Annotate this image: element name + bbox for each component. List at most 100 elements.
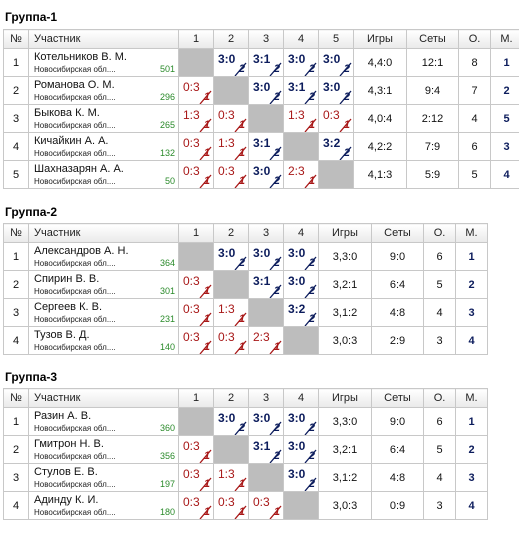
player-name-link[interactable]: Шахназарян А. А. [34, 163, 124, 175]
match-points: 2 [308, 313, 315, 325]
player-name-link[interactable]: Разин А. В. [34, 410, 92, 422]
match-score-cell[interactable]: 0:3 1 [178, 132, 214, 161]
match-score: 0:3 [253, 495, 270, 509]
match-points: 1 [343, 119, 350, 131]
player-name-link[interactable]: Стулов Е. В. [34, 466, 98, 478]
header-opponent: 1 [178, 388, 214, 408]
match-points: 1 [203, 313, 210, 325]
match-points: 1 [238, 119, 245, 131]
slash-separator [199, 505, 212, 519]
match-points: 2 [273, 450, 280, 462]
match-score-cell[interactable]: 3:1 2 [248, 270, 284, 299]
match-score-cell[interactable]: 3:0 2 [283, 270, 319, 299]
match-score-cell[interactable]: 3:0 2 [318, 48, 354, 77]
match-score: 1:3 [218, 136, 235, 150]
match-score-cell[interactable]: 3:0 2 [248, 76, 284, 105]
match-score-cell[interactable]: 0:3 1 [178, 326, 214, 355]
match-score-cell[interactable]: 0:3 1 [248, 491, 284, 520]
player-name-link[interactable]: Тузов В. Д. [34, 329, 90, 341]
player-name-link[interactable]: Котельников В. М. [34, 51, 127, 63]
match-score: 3:1 [288, 80, 306, 94]
match-score-cell[interactable]: 3:0 2 [283, 48, 319, 77]
player-rating: 180 [159, 507, 175, 517]
match-score-cell[interactable]: 3:0 2 [248, 242, 284, 271]
match-score-cell[interactable]: 3:0 2 [248, 160, 284, 189]
player-name-link[interactable]: Адинду К. И. [34, 494, 99, 506]
player-number: 2 [3, 435, 29, 464]
match-score-cell[interactable]: 3:0 2 [283, 242, 319, 271]
header-opponent: 3 [248, 388, 284, 408]
match-score-cell[interactable]: 0:3 1 [318, 104, 354, 133]
header-points: О. [458, 29, 491, 49]
match-score-cell[interactable]: 3:0 2 [283, 407, 319, 436]
match-score-cell[interactable]: 3:0 2 [213, 407, 249, 436]
match-score: 0:3 [183, 80, 200, 94]
player-name-link[interactable]: Гмитрон Н. В. [34, 438, 104, 450]
match-score-cell[interactable]: 2:3 1 [283, 160, 319, 189]
match-score-cell[interactable]: 1:3 1 [283, 104, 319, 133]
match-score-cell[interactable]: 3:0 2 [213, 242, 249, 271]
player-name-link[interactable]: Кичайкин А. А. [34, 135, 109, 147]
slash-separator [339, 62, 352, 76]
games-value: 3,2:1 [318, 270, 372, 299]
slash-separator [304, 421, 317, 435]
player-name-link[interactable]: Александров А. Н. [34, 245, 129, 257]
match-score-cell[interactable]: 0:3 1 [213, 104, 249, 133]
match-score-cell[interactable]: 2:3 1 [248, 326, 284, 355]
match-score-cell[interactable]: 3:1 2 [248, 132, 284, 161]
match-score-cell[interactable]: 0:3 1 [178, 463, 214, 492]
match-points: 1 [203, 91, 210, 103]
match-score-cell[interactable]: 3:1 2 [248, 435, 284, 464]
match-points: 1 [238, 147, 245, 159]
match-score-cell[interactable]: 3:2 2 [318, 132, 354, 161]
place-value: 1 [455, 242, 488, 271]
player-rating: 356 [159, 451, 175, 461]
match-score-cell[interactable]: 0:3 1 [213, 326, 249, 355]
match-score-cell[interactable]: 1:3 1 [178, 104, 214, 133]
match-score-cell[interactable]: 0:3 1 [213, 160, 249, 189]
match-score-cell[interactable]: 0:3 1 [213, 491, 249, 520]
match-points: 2 [238, 63, 245, 75]
player-cell: Быкова К. М. Новосибирская обл.... 265 [28, 104, 179, 133]
match-score: 0:3 [183, 330, 200, 344]
match-score-cell[interactable]: 3:0 2 [213, 48, 249, 77]
match-score: 0:3 [183, 136, 200, 150]
games-value: 3,1:2 [318, 298, 372, 327]
match-score-cell[interactable]: 3:1 2 [248, 48, 284, 77]
slash-separator [199, 118, 212, 132]
player-name-link[interactable]: Быкова К. М. [34, 107, 100, 119]
match-score-cell[interactable]: 1:3 1 [213, 132, 249, 161]
sets-value: 4:8 [371, 463, 424, 492]
match-score: 3:0 [288, 246, 306, 260]
self-cell [318, 160, 354, 189]
match-score-cell[interactable]: 3:0 2 [283, 463, 319, 492]
match-score-cell[interactable]: 0:3 1 [178, 435, 214, 464]
match-score-cell[interactable]: 1:3 1 [213, 463, 249, 492]
player-row: 1 Котельников В. М. Новосибирская обл.... 5… [3, 48, 519, 77]
match-score: 0:3 [218, 164, 235, 178]
place-value: 2 [455, 270, 488, 299]
match-score-cell[interactable]: 3:1 2 [283, 76, 319, 105]
match-score-cell[interactable]: 0:3 1 [178, 76, 214, 105]
match-score-cell[interactable]: 3:0 2 [248, 407, 284, 436]
player-name-link[interactable]: Романова О. М. [34, 79, 115, 91]
match-score-cell[interactable]: 3:0 2 [318, 76, 354, 105]
match-score-cell[interactable]: 0:3 1 [178, 298, 214, 327]
player-name-link[interactable]: Спирин В. В. [34, 273, 100, 285]
match-score-cell[interactable]: 0:3 1 [178, 160, 214, 189]
place-value: 5 [490, 104, 519, 133]
place-value: 3 [455, 298, 488, 327]
place-value: 1 [455, 407, 488, 436]
match-score-cell[interactable]: 0:3 1 [178, 270, 214, 299]
match-points: 2 [273, 63, 280, 75]
match-score-cell[interactable]: 1:3 1 [213, 298, 249, 327]
player-row: 2 Гмитрон Н. В. Новосибирская обл.... 356 0:… [3, 435, 488, 464]
match-score-cell[interactable]: 3:2 2 [283, 298, 319, 327]
header-place: М. [490, 29, 519, 49]
slash-separator [234, 146, 247, 160]
match-score-cell[interactable]: 0:3 1 [178, 491, 214, 520]
match-score-cell[interactable]: 3:0 2 [283, 435, 319, 464]
player-region: Новосибирская обл.... [34, 93, 116, 102]
match-score: 0:3 [218, 495, 235, 509]
player-name-link[interactable]: Сергеев К. В. [34, 301, 102, 313]
